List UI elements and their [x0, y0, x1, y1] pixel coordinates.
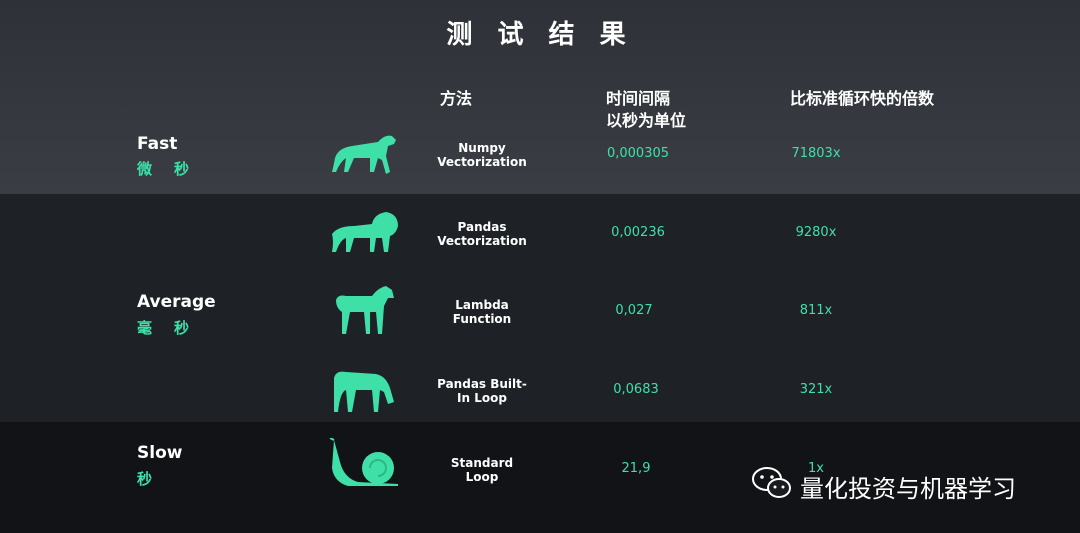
method-row-3-line1: Lambda	[455, 298, 509, 312]
tier-fast-unit: 微秒	[137, 160, 212, 178]
method-row-3-line2: Function	[452, 312, 512, 326]
method-row-1-line1: Numpy	[458, 141, 506, 155]
method-row-1-line2: Vectorization	[437, 155, 527, 169]
slow-band	[0, 422, 1080, 533]
watermark-text: 量化投资与机器学习	[800, 474, 1016, 503]
method-row-4-line2: In Loop	[457, 391, 507, 405]
fast-band	[0, 0, 1080, 194]
multiple-row-5: 1x	[808, 461, 824, 476]
method-row-4-line1: Pandas Built-	[437, 377, 527, 391]
wechat-icon	[752, 466, 792, 506]
interval-row-1: 0,000305	[606, 146, 670, 161]
method-row-2-line2: Vectorization	[437, 234, 527, 248]
average-band	[0, 194, 1080, 422]
method-row-2-line1: Pandas	[457, 220, 507, 234]
interval-row-4: 0,0683	[613, 382, 659, 397]
tier-fast-name: Fast	[137, 134, 178, 154]
horse-icon	[332, 284, 398, 336]
zebra-icon	[332, 364, 398, 414]
lion-icon	[328, 208, 402, 256]
interval-row-5: 21,9	[621, 461, 651, 476]
multiple-row-4: 321x	[799, 382, 833, 397]
tier-slow-unit: 秒	[137, 470, 175, 488]
header-method: 方法	[440, 89, 473, 108]
method-row-1: Numpy Vectorization	[412, 141, 552, 169]
interval-row-3: 0,027	[615, 303, 653, 318]
watermark: 量化投资与机器学习	[752, 466, 1016, 506]
interval-row-2: 0,00236	[611, 225, 665, 240]
method-row-2: Pandas Vectorization	[412, 220, 552, 248]
cheetah-icon	[330, 128, 400, 178]
method-row-3: Lambda Function	[412, 298, 552, 326]
method-row-5-line1: Standard	[450, 456, 514, 470]
snail-icon	[328, 438, 402, 488]
page-title: 测 试 结 果	[446, 20, 634, 50]
method-row-5-line2: Loop	[465, 470, 499, 484]
tier-average-name: Average	[137, 292, 216, 312]
tier-slow-name: Slow	[137, 443, 183, 463]
header-multiple: 比标准循环快的倍数	[790, 89, 935, 108]
multiple-row-1: 71803x	[791, 146, 841, 161]
method-row-4: Pandas Built- In Loop	[412, 377, 552, 405]
header-interval: 时间间隔 以秒为单位	[606, 89, 687, 130]
multiple-row-3: 811x	[799, 303, 833, 318]
multiple-row-2: 9280x	[795, 225, 837, 240]
tier-average-unit: 毫秒	[137, 319, 212, 337]
method-row-5: Standard Loop	[412, 456, 552, 484]
